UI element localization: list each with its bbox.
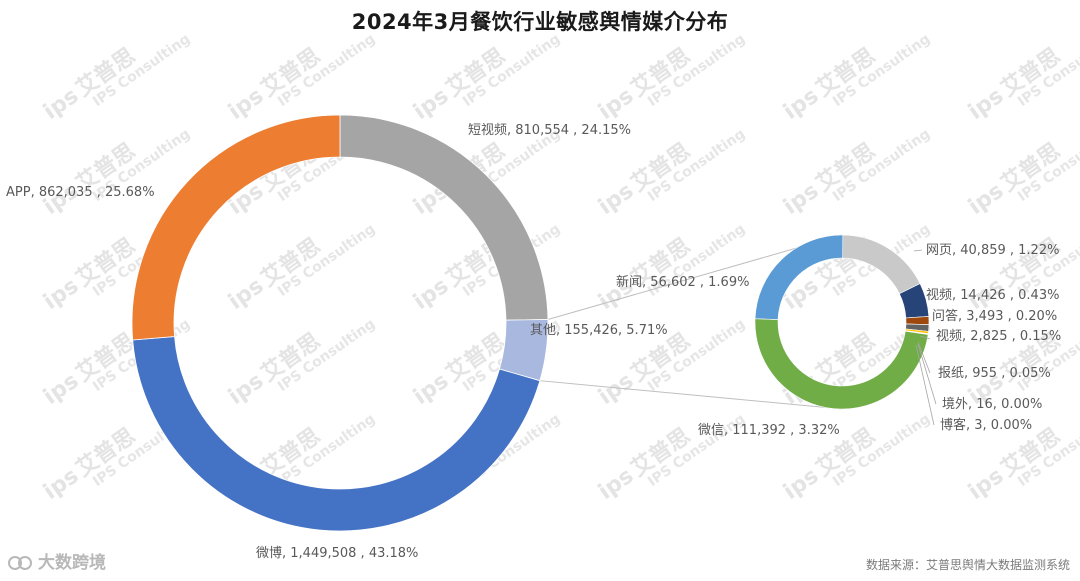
connector-line-bottom (539, 380, 843, 410)
main-slice-label: 短视频, 810,554 , 24.15% (468, 123, 631, 138)
breakdown-slice-label: 报纸, 955 , 0.05% (938, 366, 1051, 381)
main-donut-slice (131, 114, 341, 341)
breakdown-slice-label: 微信, 111,392 , 3.32% (698, 423, 840, 438)
chart-title: 2024年3月餐饮行业敏感舆情媒介分布 (351, 10, 729, 34)
main-slice-label: 微博, 1,449,508 , 43.18% (256, 546, 418, 561)
main-donut (131, 114, 549, 532)
label-leader-line (915, 344, 935, 426)
breakdown-donut-slice (905, 316, 930, 326)
breakdown-slice-label: 境外, 16, 0.00% (942, 397, 1042, 412)
label-leader-line (913, 249, 923, 252)
data-source: 数据来源：艾普思舆情大数据监测系统 (865, 558, 1070, 572)
breakdown-donut-slice (754, 234, 844, 320)
breakdown-slice-label: 博客, 3, 0.00% (940, 417, 1032, 433)
breakdown-slice-label: 问答, 3,493 , 0.20% (932, 308, 1057, 324)
data-labels: 短视频, 810,554 , 24.15% 其他, 155,426, 5.71% 微… (6, 123, 1061, 561)
breakdown-slice-label: 视频, 2,825 , 0.15% (936, 329, 1061, 344)
brand-footer: 大数跨境 (8, 548, 106, 573)
main-slice-label: 其他, 155,426, 5.71% (530, 323, 668, 338)
breakdown-slice-label: 视频, 14,426 , 0.43% (926, 288, 1059, 303)
breakdown-slice-label: 新闻, 56,602 , 1.69% (616, 274, 749, 290)
breakdown-slice-label: 网页, 40,859 , 1.22% (926, 243, 1059, 258)
main-donut-slice (132, 336, 541, 532)
label-leader-line (917, 343, 937, 405)
brand-name: 大数跨境 (38, 553, 106, 573)
main-slice-label: APP, 862,035 , 25.68% (6, 185, 155, 200)
brand-logo-icon (8, 556, 32, 570)
connector-lines (539, 234, 843, 410)
breakdown-donut (754, 234, 930, 410)
label-leader-line (917, 341, 931, 374)
label-leader-line (919, 335, 931, 340)
connector-line-top (547, 234, 843, 320)
